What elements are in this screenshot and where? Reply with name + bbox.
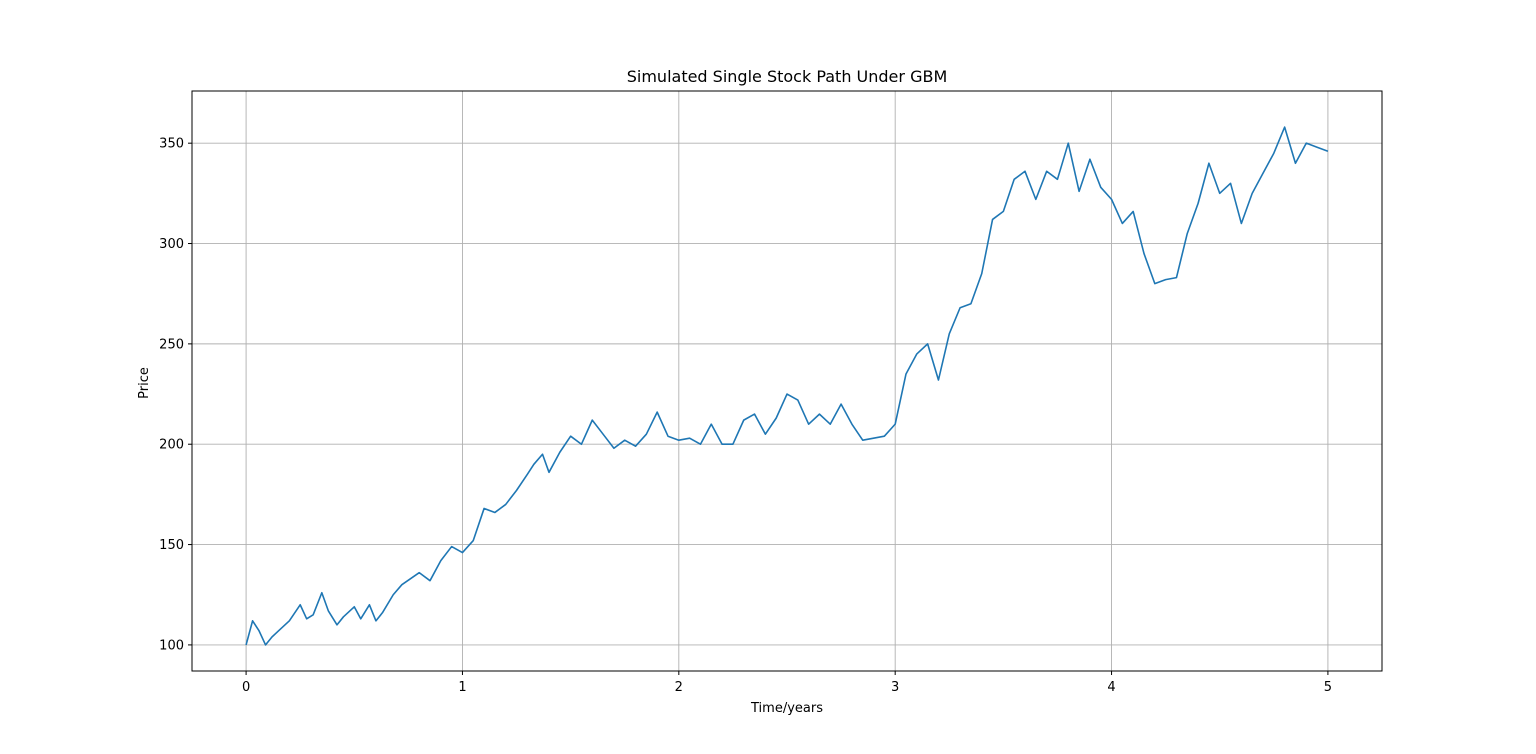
x-tick-label: 0	[242, 680, 250, 695]
x-tick-label: 4	[1107, 680, 1115, 695]
price-series-line	[245, 126, 1329, 646]
x-tick-label: 1	[458, 680, 466, 695]
y-tick-label: 300	[159, 237, 184, 252]
x-tick-label: 2	[675, 680, 683, 695]
y-tick-label: 200	[159, 438, 184, 453]
grid	[192, 91, 1382, 671]
y-axis-label: Price	[137, 367, 152, 399]
chart-title: Simulated Single Stock Path Under GBM	[627, 67, 948, 86]
x-tick-label: 5	[1324, 680, 1332, 695]
axes-frame	[191, 90, 1383, 672]
y-tick-label: 100	[159, 638, 184, 653]
x-tick-label: 3	[891, 680, 899, 695]
y-tick-label: 250	[159, 337, 184, 352]
x-axis-label: Time/years	[750, 701, 823, 716]
y-tick-label: 150	[159, 538, 184, 553]
ticks: 0 1 2 3 4 5 100 150 200 250 300 350	[159, 137, 1332, 695]
y-tick-label: 350	[159, 137, 184, 152]
